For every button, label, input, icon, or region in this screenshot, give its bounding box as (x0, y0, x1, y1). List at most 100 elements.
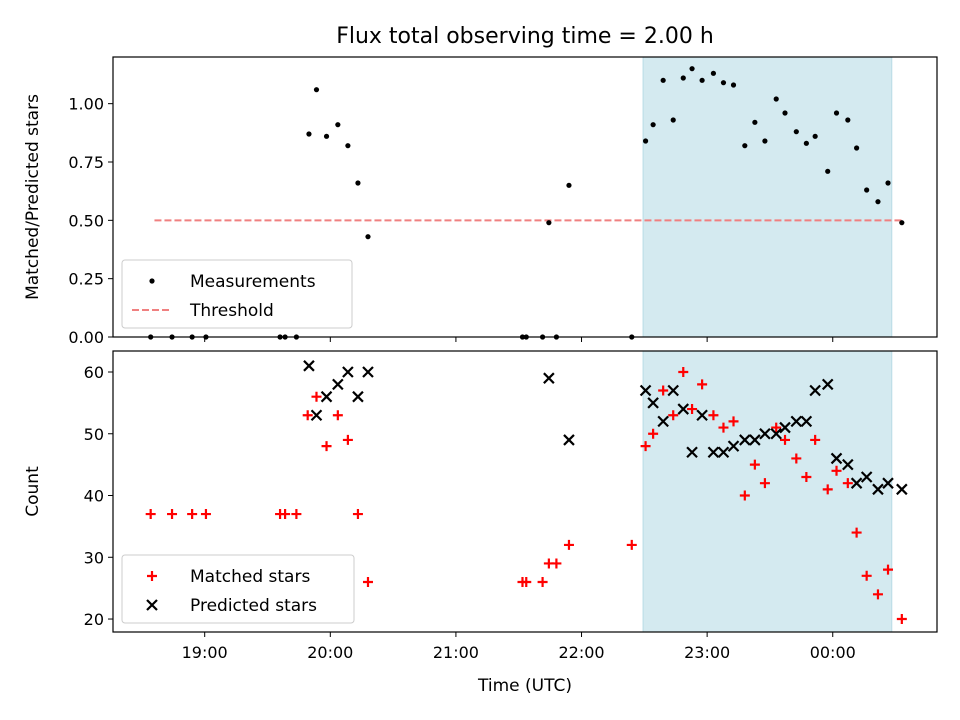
legend-predicted-swatch (146, 599, 158, 611)
measurement-point (345, 143, 351, 149)
measurement-point (689, 66, 695, 72)
measurement-point (854, 145, 860, 151)
measurement-point (323, 133, 330, 139)
count-panel: 20 30 40 50 60 19:00 20:00 21:00 22:00 23:00 00:00… (23, 350, 938, 662)
predicted-star-point (352, 390, 364, 403)
matched-star-point (362, 576, 373, 587)
measurement-point (306, 131, 312, 137)
predicted-star-point (809, 384, 821, 397)
measurement-point (730, 82, 737, 88)
predicted-star-point (800, 415, 813, 428)
legend-box (121, 259, 353, 329)
measurement-point (825, 168, 831, 174)
matched-star-point (626, 539, 637, 550)
predicted-star-point (543, 372, 555, 384)
legend: Measurements Threshold (121, 259, 353, 329)
predicted-star-point (739, 434, 751, 446)
axes-frame (112, 350, 938, 633)
matched-star-point (311, 391, 322, 402)
predicted-star-point (310, 409, 323, 422)
legend-matched-swatch (147, 571, 157, 581)
y-tick-label: 0.00 (68, 328, 104, 347)
predicted-star-point (860, 471, 873, 483)
predicted-star-point (332, 378, 344, 391)
matched-star-point (883, 564, 894, 575)
matched-star-point (822, 484, 833, 495)
matched-star-point (321, 441, 332, 452)
predicted-star-point (303, 360, 315, 372)
measurement-point (365, 234, 371, 240)
predicted-star-point (696, 409, 708, 422)
measurement-point (742, 143, 748, 149)
predicted-star-point (872, 483, 884, 496)
measurement-point (720, 80, 727, 86)
matched-star-point (801, 471, 812, 482)
measurement-point (899, 220, 905, 226)
measurement-point (762, 138, 768, 144)
matched-star-point (668, 410, 679, 421)
predicted-star-point (842, 458, 854, 471)
predicted-star-point (707, 446, 720, 459)
measurement-point (313, 87, 320, 93)
matched-star-point (791, 453, 802, 464)
measurement-point (355, 180, 361, 186)
predicted-star-point (830, 452, 843, 465)
measurement-point (680, 75, 686, 81)
measurement-point (803, 140, 809, 146)
matched-star-point (851, 527, 862, 538)
observing-window-span (642, 56, 893, 338)
legend-measurement-swatch (149, 278, 155, 284)
measurement-point (773, 96, 779, 102)
matched-star-point (648, 428, 659, 439)
y-axis-label: Matched/Predicted stars (23, 94, 43, 300)
y-tick-label: 0.75 (68, 153, 104, 172)
matched-star-point (759, 478, 770, 489)
predicted-star-point (790, 415, 803, 428)
predicted-star-point (677, 403, 690, 415)
matched-star-point (749, 459, 760, 470)
predicted-star-point (882, 477, 894, 489)
matched-star-point (302, 410, 313, 421)
measurement-point (845, 117, 851, 123)
legend-box (121, 554, 355, 624)
x-tick-label: 19:00 (182, 643, 228, 662)
matched-star-point (718, 422, 729, 433)
x-tick-label: 00:00 (810, 643, 856, 662)
measurement-point (885, 180, 891, 186)
measurement-point (812, 133, 818, 139)
matched-star-point (771, 422, 782, 433)
predicted-star-point (320, 390, 333, 403)
predicted-star-point (686, 446, 698, 459)
matched-star-point (200, 509, 211, 520)
legend: Matched stars Predicted stars (121, 554, 355, 624)
matched-star-point (551, 558, 562, 569)
x-tick-label: 21:00 (433, 643, 479, 662)
matched-star-point (280, 509, 291, 520)
matched-star-point (145, 509, 156, 520)
predicted-star-point (667, 384, 679, 397)
y-axis-label: Count (23, 466, 43, 517)
y-tick-label: 60 (84, 363, 104, 382)
measurement-point (793, 129, 799, 135)
matched-star-point (810, 434, 821, 445)
y-tick-label: 20 (84, 610, 104, 629)
predicted-star-point (727, 440, 740, 452)
matched-star-point (687, 404, 698, 415)
predicted-star-point (749, 434, 761, 446)
matched-star-point (708, 410, 719, 421)
matched-star-point (658, 385, 669, 396)
measurement-point (660, 77, 666, 83)
matched-star-point (678, 366, 689, 377)
legend-predicted-label: Predicted stars (190, 596, 317, 616)
measurement-point (699, 77, 705, 83)
measurement-point (782, 110, 788, 116)
matched-star-point (167, 509, 178, 520)
predicted-star-point (759, 427, 771, 440)
legend-threshold-label: Threshold (189, 301, 274, 321)
predicted-star-point (896, 483, 908, 496)
measurement-point (546, 220, 552, 226)
matched-star-point (352, 509, 363, 520)
predicted-star-point (850, 477, 863, 489)
y-tick-label: 30 (84, 548, 104, 567)
